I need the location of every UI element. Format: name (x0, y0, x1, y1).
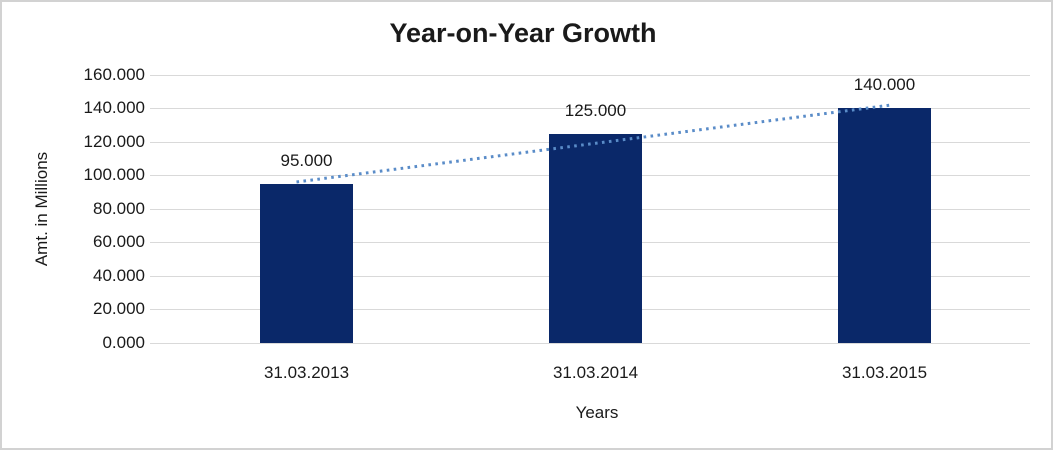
y-tick-label: 120.000 (83, 131, 145, 151)
bar-value-label: 140.000 (853, 75, 916, 95)
y-tick-label: 60.000 (93, 232, 145, 252)
x-tick-label: 31.03.2013 (263, 362, 350, 382)
x-axis-title: Years (575, 403, 619, 422)
bar-value-label: 95.000 (280, 150, 333, 170)
y-tick-label: 80.000 (93, 198, 145, 218)
y-tick-label: 40.000 (93, 265, 145, 285)
y-tick-label: 0.000 (102, 332, 145, 352)
chart-title: Year-on-Year Growth (389, 18, 657, 48)
y-tick-label: 160.000 (83, 65, 145, 84)
x-tick-label: 31.03.2014 (552, 362, 639, 382)
gridline (150, 75, 1030, 76)
bar-value-label: 125.000 (564, 100, 627, 120)
y-tick-label: 20.000 (93, 299, 145, 319)
gridline (150, 342, 1030, 344)
y-tick-label: 140.000 (83, 98, 145, 118)
x-tick-label: 31.03.2015 (841, 362, 928, 382)
bar (549, 133, 642, 343)
bar (838, 108, 931, 343)
y-tick-label: 100.000 (83, 165, 145, 185)
bar (260, 183, 353, 343)
